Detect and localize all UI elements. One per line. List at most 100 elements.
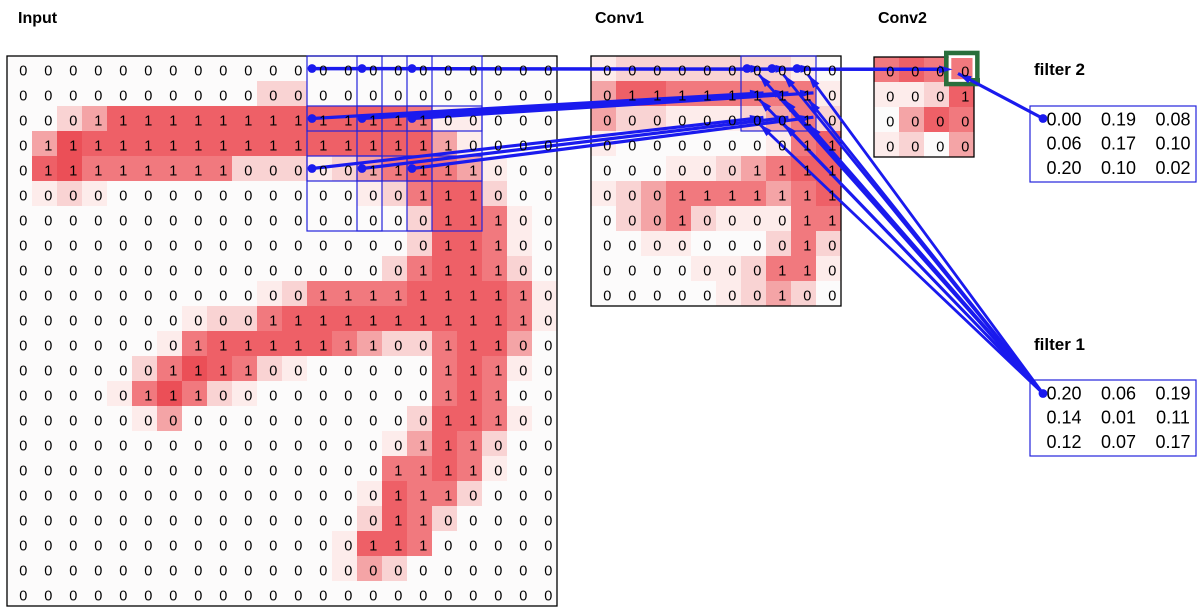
svg-text:1: 1	[753, 88, 761, 104]
svg-text:1: 1	[419, 488, 427, 504]
svg-text:0: 0	[244, 538, 252, 554]
svg-text:1: 1	[119, 113, 127, 129]
svg-text:0: 0	[94, 363, 102, 379]
svg-text:1: 1	[803, 138, 811, 154]
svg-text:0: 0	[169, 338, 177, 354]
svg-text:0: 0	[44, 88, 52, 104]
svg-text:0: 0	[69, 63, 77, 79]
svg-text:1: 1	[419, 138, 427, 154]
svg-text:1: 1	[444, 463, 452, 479]
svg-text:0: 0	[603, 188, 611, 204]
svg-text:0: 0	[119, 463, 127, 479]
svg-text:0: 0	[69, 463, 77, 479]
svg-text:0: 0	[294, 413, 302, 429]
svg-text:0: 0	[961, 114, 969, 130]
svg-text:0: 0	[419, 213, 427, 229]
svg-text:0: 0	[911, 114, 919, 130]
svg-text:0: 0	[194, 288, 202, 304]
svg-text:0: 0	[119, 63, 127, 79]
svg-text:0: 0	[294, 388, 302, 404]
svg-text:0: 0	[519, 63, 527, 79]
svg-text:0: 0	[194, 488, 202, 504]
svg-text:0: 0	[244, 88, 252, 104]
svg-text:1: 1	[369, 138, 377, 154]
svg-text:0: 0	[69, 263, 77, 279]
svg-text:1: 1	[803, 113, 811, 129]
svg-text:0: 0	[19, 513, 27, 529]
svg-text:0: 0	[194, 538, 202, 554]
svg-text:0: 0	[936, 139, 944, 155]
svg-text:0: 0	[119, 313, 127, 329]
svg-text:0: 0	[544, 338, 552, 354]
svg-text:0: 0	[494, 563, 502, 579]
svg-text:0: 0	[828, 113, 836, 129]
svg-text:1: 1	[219, 338, 227, 354]
svg-text:0.08: 0.08	[1155, 110, 1190, 130]
svg-text:0: 0	[169, 463, 177, 479]
svg-text:1: 1	[394, 463, 402, 479]
svg-text:0: 0	[519, 188, 527, 204]
svg-text:0: 0	[678, 288, 686, 304]
svg-text:0: 0	[544, 388, 552, 404]
svg-text:0: 0	[369, 438, 377, 454]
svg-text:0: 0	[494, 538, 502, 554]
svg-text:0: 0	[94, 213, 102, 229]
svg-text:0: 0	[269, 163, 277, 179]
svg-text:1: 1	[269, 138, 277, 154]
svg-text:1: 1	[828, 188, 836, 204]
svg-text:0: 0	[119, 488, 127, 504]
svg-text:0: 0	[19, 188, 27, 204]
svg-text:0: 0	[144, 63, 152, 79]
svg-text:1: 1	[144, 163, 152, 179]
svg-text:0: 0	[603, 113, 611, 129]
svg-text:0.06: 0.06	[1101, 384, 1136, 404]
svg-text:0: 0	[344, 538, 352, 554]
svg-text:0: 0	[19, 463, 27, 479]
svg-text:0: 0	[319, 238, 327, 254]
svg-text:0: 0	[936, 89, 944, 105]
svg-text:1: 1	[169, 113, 177, 129]
svg-text:0: 0	[219, 538, 227, 554]
svg-text:1: 1	[419, 163, 427, 179]
svg-text:0: 0	[169, 538, 177, 554]
svg-text:0: 0	[444, 113, 452, 129]
svg-text:0: 0	[494, 513, 502, 529]
svg-text:1: 1	[469, 338, 477, 354]
svg-text:0: 0	[144, 313, 152, 329]
svg-text:0: 0	[219, 88, 227, 104]
svg-text:0: 0	[936, 64, 944, 80]
svg-text:0: 0	[144, 88, 152, 104]
svg-text:1: 1	[678, 213, 686, 229]
svg-text:0: 0	[19, 288, 27, 304]
svg-text:0: 0	[119, 413, 127, 429]
svg-text:0: 0	[44, 438, 52, 454]
svg-text:0.19: 0.19	[1155, 384, 1190, 404]
svg-text:1: 1	[419, 288, 427, 304]
svg-text:0: 0	[319, 213, 327, 229]
svg-text:0: 0	[678, 238, 686, 254]
svg-text:0: 0	[94, 563, 102, 579]
svg-text:0: 0	[194, 413, 202, 429]
svg-text:0: 0	[169, 563, 177, 579]
svg-text:0: 0	[344, 438, 352, 454]
svg-text:0: 0	[469, 538, 477, 554]
svg-text:0: 0	[419, 88, 427, 104]
svg-text:1: 1	[394, 538, 402, 554]
svg-text:1: 1	[244, 363, 252, 379]
svg-text:1: 1	[394, 163, 402, 179]
svg-text:1: 1	[469, 363, 477, 379]
svg-text:1: 1	[803, 163, 811, 179]
svg-text:0: 0	[244, 463, 252, 479]
svg-text:1: 1	[469, 438, 477, 454]
svg-text:0: 0	[194, 563, 202, 579]
svg-text:0: 0	[19, 263, 27, 279]
svg-text:0: 0	[19, 88, 27, 104]
svg-text:0: 0	[419, 338, 427, 354]
svg-text:0: 0	[44, 188, 52, 204]
svg-text:0: 0	[494, 138, 502, 154]
svg-text:0: 0	[519, 513, 527, 529]
svg-text:1: 1	[778, 163, 786, 179]
svg-text:0: 0	[269, 513, 277, 529]
svg-text:0: 0	[19, 163, 27, 179]
svg-text:0: 0	[144, 213, 152, 229]
